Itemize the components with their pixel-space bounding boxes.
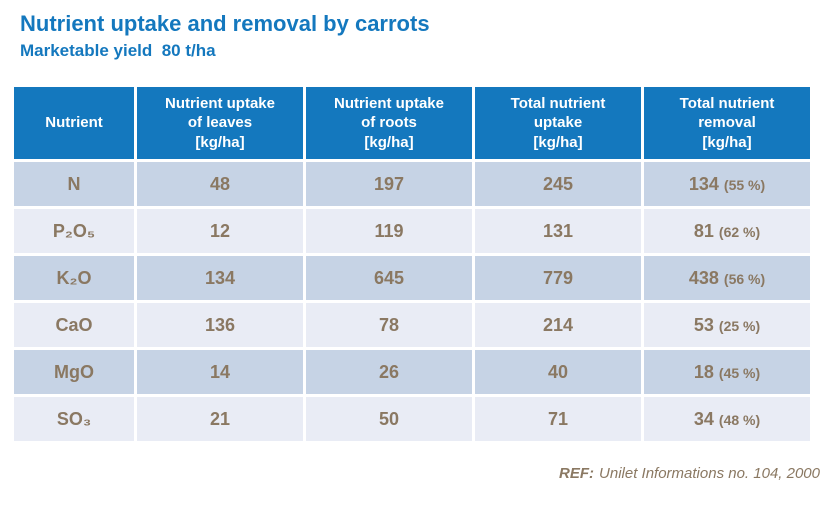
leaves-cell: 136: [137, 303, 303, 347]
roots-cell: 50: [306, 397, 472, 441]
removal-percent: (55 %): [723, 176, 766, 193]
leaves-cell: 14: [137, 350, 303, 394]
roots-cell: 197: [306, 162, 472, 206]
reference-note: REF: Unilet Informations no. 104, 2000: [559, 465, 820, 482]
removal-percent: (25 %): [718, 317, 761, 334]
table-row: MgO 14 26 40 18 (45 %): [14, 350, 810, 394]
table-row: K₂O 134 645 779 438 (56 %): [14, 256, 810, 300]
header-cell-uptake-roots: Nutrient uptake of roots [kg/ha]: [306, 87, 472, 159]
table-row: SO₃ 21 50 71 34 (48 %): [14, 397, 810, 441]
leaves-cell: 134: [137, 256, 303, 300]
reference-text: Unilet Informations no. 104, 2000: [599, 465, 820, 482]
nutrient-cell: P₂O₅: [14, 209, 134, 253]
table-row: CaO 136 78 214 53 (25 %): [14, 303, 810, 347]
header-cell-uptake-leaves: Nutrient uptake of leaves [kg/ha]: [137, 87, 303, 159]
nutrient-cell: MgO: [14, 350, 134, 394]
leaves-cell: 48: [137, 162, 303, 206]
removal-value: 438: [688, 267, 719, 288]
table-header: Nutrient Nutrient uptake of leaves [kg/h…: [14, 87, 810, 159]
table-body: N 48 197 245 134 (55 %) P₂O₅ 12 119 131 …: [14, 162, 810, 441]
header-cell-total-uptake: Total nutrient uptake [kg/ha]: [475, 87, 641, 159]
page-subtitle: Marketable yield 80 t/ha: [20, 41, 216, 60]
nutrient-cell: K₂O: [14, 256, 134, 300]
total-cell: 131: [475, 209, 641, 253]
nutrient-cell: CaO: [14, 303, 134, 347]
table-row: N 48 197 245 134 (55 %): [14, 162, 810, 206]
removal-cell: 81 (62 %): [644, 209, 810, 253]
roots-cell: 119: [306, 209, 472, 253]
reference-label: REF:: [559, 465, 595, 482]
removal-cell: 53 (25 %): [644, 303, 810, 347]
removal-cell: 18 (45 %): [644, 350, 810, 394]
header-row: Nutrient Nutrient uptake of leaves [kg/h…: [14, 87, 810, 159]
leaves-cell: 21: [137, 397, 303, 441]
roots-cell: 26: [306, 350, 472, 394]
total-cell: 71: [475, 397, 641, 441]
total-cell: 779: [475, 256, 641, 300]
total-cell: 40: [475, 350, 641, 394]
nutrient-cell: N: [14, 162, 134, 206]
table-row: P₂O₅ 12 119 131 81 (62 %): [14, 209, 810, 253]
header-cell-nutrient: Nutrient: [14, 87, 134, 159]
removal-value: 18: [693, 361, 714, 382]
removal-value: 53: [693, 314, 714, 335]
removal-percent: (48 %): [718, 411, 761, 428]
removal-percent: (56 %): [723, 270, 766, 287]
removal-value: 134: [688, 173, 719, 194]
roots-cell: 645: [306, 256, 472, 300]
total-cell: 214: [475, 303, 641, 347]
nutrient-table: Nutrient Nutrient uptake of leaves [kg/h…: [11, 84, 813, 444]
removal-cell: 438 (56 %): [644, 256, 810, 300]
leaves-cell: 12: [137, 209, 303, 253]
nutrient-cell: SO₃: [14, 397, 134, 441]
removal-percent: (45 %): [718, 364, 761, 381]
roots-cell: 78: [306, 303, 472, 347]
removal-cell: 34 (48 %): [644, 397, 810, 441]
page-title: Nutrient uptake and removal by carrots: [20, 11, 430, 36]
total-cell: 245: [475, 162, 641, 206]
header-cell-total-removal: Total nutrient removal [kg/ha]: [644, 87, 810, 159]
removal-value: 81: [693, 220, 714, 241]
removal-value: 34: [693, 408, 714, 429]
removal-cell: 134 (55 %): [644, 162, 810, 206]
removal-percent: (62 %): [718, 223, 761, 240]
